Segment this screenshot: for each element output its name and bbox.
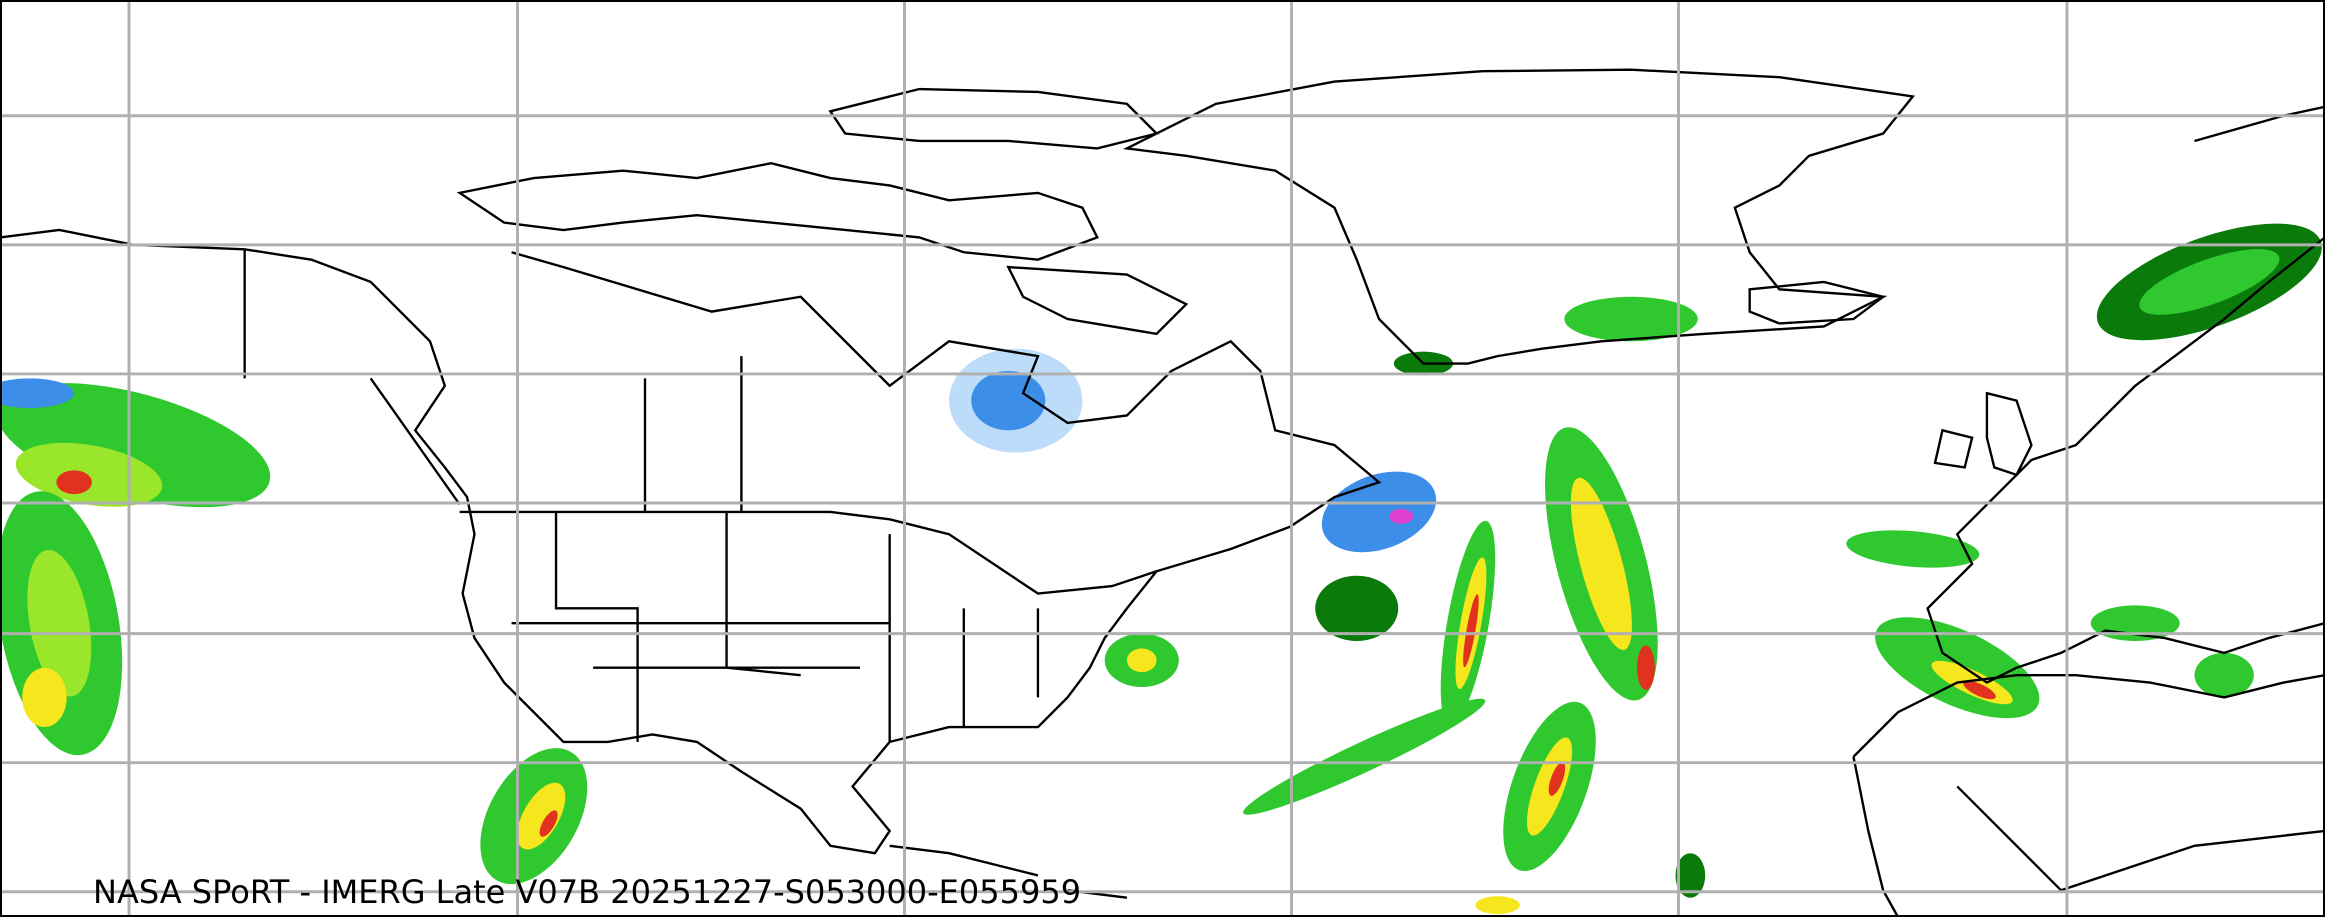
precipitation-cell: [56, 470, 92, 495]
africa-coastline: [1852, 673, 2325, 917]
precipitation-cell: [15, 442, 163, 507]
precipitation-cell: [1570, 477, 1632, 651]
precipitation-cell: [1548, 762, 1566, 796]
precipitation-cell: [2139, 249, 2280, 315]
coastlines-borders: [0, 68, 2325, 917]
precipitation-cell: [517, 782, 566, 850]
iceland: [1748, 280, 1886, 325]
precipitation-cell: [1243, 698, 1486, 815]
precipitation-cell: [2090, 605, 2180, 642]
precipitation-cell: [1315, 575, 1399, 642]
precipitation-cell: [1389, 508, 1414, 524]
precipitation-cell: [1126, 648, 1157, 673]
us-border: [459, 510, 1157, 595]
precipitation-cell: [1475, 896, 1520, 915]
precipitation-cell: [1846, 530, 1980, 568]
precipitation-cell: [0, 378, 75, 409]
precipitation-cell: [1321, 471, 1437, 553]
precipitation-cell: [1963, 680, 1996, 700]
precipitation-layer: [0, 223, 2322, 915]
greenland-coastline: [1122, 68, 1916, 365]
precipitation-cell: [539, 810, 558, 837]
map-caption: NASA SPoRT - IMERG Late V07B 20251227-S0…: [93, 873, 1082, 911]
arctic-islands: [456, 162, 1099, 261]
precipitation-cell: [22, 667, 67, 728]
precipitation-cell: [1463, 594, 1479, 668]
precipitation-cell: [2194, 652, 2254, 698]
uk-ireland: [1933, 391, 2033, 477]
precipitation-cell: [1675, 853, 1706, 898]
precipitation-cell: [1636, 645, 1655, 690]
precipitation-cell: [0, 383, 271, 508]
north-america-coastline: [0, 228, 1382, 855]
precipitation-cell: [1564, 296, 1698, 342]
precipitation-cell: [27, 549, 92, 697]
